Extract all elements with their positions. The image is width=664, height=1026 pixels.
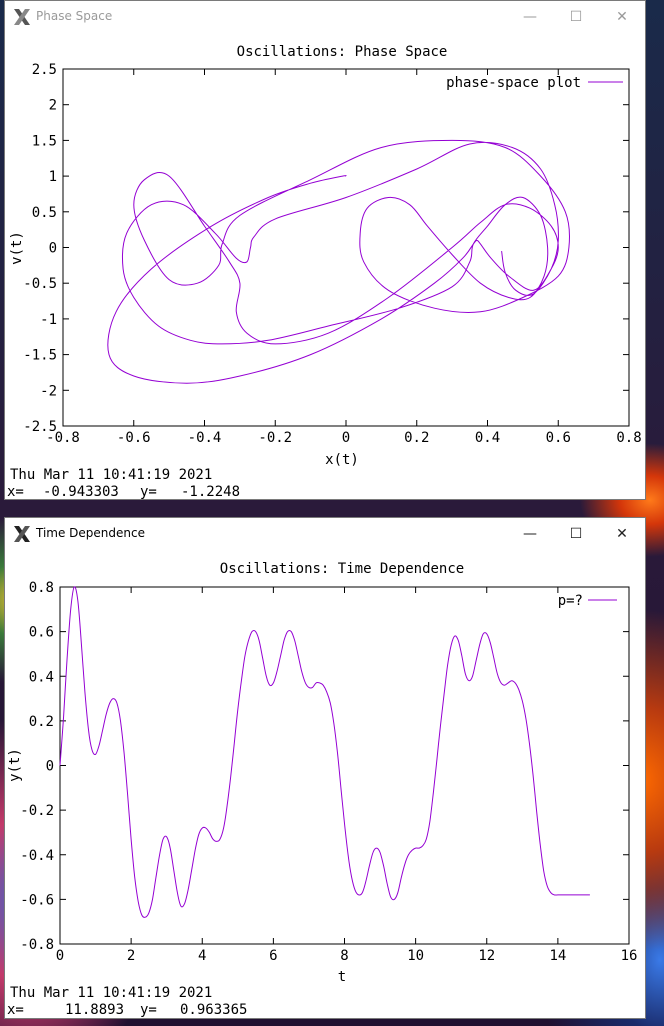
phase-space-plot[interactable]: Oscillations: Phase Space -0.8 -0.6 -0.4 -0… [5, 32, 645, 499]
y-tick-label: 2.5 [32, 62, 57, 78]
timestamp: Thu Mar 11 10:41:19 2021 [10, 985, 212, 1001]
x-tick-label: -0.8 [46, 430, 80, 446]
y-axis-label: y(t) [7, 748, 23, 782]
chart-title: Oscillations: Phase Space [237, 44, 448, 60]
x11-app-icon [14, 526, 30, 542]
x-tick-labels: 0 2 4 6 8 10 12 14 16 [56, 948, 638, 964]
x-tick-label: 12 [478, 948, 495, 964]
y-tick-label: 0 [46, 759, 54, 775]
y-tick-label: 0.8 [29, 580, 54, 596]
y-tick-label: 0 [49, 241, 57, 257]
x-tick-label: 0.4 [475, 430, 500, 446]
title-bar[interactable]: Time Dependence — ☐ ✕ [5, 518, 645, 549]
cursor-y-value: 0.963365 [180, 1002, 247, 1018]
x-tick-label: 2 [127, 948, 135, 964]
y-tick-label: 0.2 [29, 714, 54, 730]
y-tick-label: -0.5 [23, 276, 57, 292]
x-tick-label: -0.4 [188, 430, 222, 446]
x-tick-label: 0 [56, 948, 64, 964]
cursor-x-label: x= [7, 484, 24, 499]
y-tick-label: -2.5 [23, 419, 57, 435]
x-tick-label: 0.8 [616, 430, 641, 446]
cursor-y-label: y= [140, 484, 157, 499]
y-tick-labels: 2.5 2 1.5 1 0.5 0 -0.5 -1 -1.5 -2 -2.5 [23, 62, 57, 435]
y-tick-label: -1 [40, 312, 57, 328]
minimize-button[interactable]: — [523, 8, 537, 25]
y-axis-label: v(t) [9, 231, 25, 265]
x-axis-label: x(t) [325, 452, 359, 468]
y-tick-label: -0.4 [20, 848, 54, 864]
x-tick-label: -0.2 [258, 430, 292, 446]
cursor-y-label: y= [140, 1002, 157, 1018]
close-button[interactable]: ✕ [616, 8, 628, 25]
x-tick-labels: -0.8 -0.6 -0.4 -0.2 0 0.2 0.4 0.6 0.8 [46, 430, 642, 446]
chart-title: Oscillations: Time Dependence [220, 561, 464, 577]
axis-ticks [62, 68, 630, 427]
y-tick-label: 0.5 [32, 205, 57, 221]
phase-space-window[interactable]: Phase Space — ☐ ✕ Oscillations: Phase Sp… [4, 0, 646, 500]
close-button[interactable]: ✕ [616, 525, 628, 542]
x-tick-label: 8 [340, 948, 348, 964]
x11-app-icon [14, 9, 30, 25]
x-tick-label: 4 [198, 948, 206, 964]
x-tick-label: 0.2 [404, 430, 429, 446]
axis-ticks [59, 586, 630, 945]
window-title: Phase Space [36, 9, 113, 23]
y-tick-label: 2 [49, 98, 57, 114]
y-tick-label: -0.6 [20, 892, 54, 908]
cursor-x-label: x= [7, 1002, 24, 1018]
cursor-y-value: -1.2248 [181, 484, 240, 499]
time-dependence-plot[interactable]: Oscillations: Time Dependence 0 2 4 6 8 10 12 1… [5, 549, 645, 1018]
x-tick-label: 0.6 [546, 430, 571, 446]
plot-frame [59, 586, 630, 945]
x-tick-label: -0.6 [117, 430, 151, 446]
cursor-x-value: -0.943303 [43, 484, 119, 499]
cursor-x-value: 11.8893 [65, 1002, 124, 1018]
x-tick-label: 0 [342, 430, 350, 446]
y-tick-label: 1 [49, 169, 57, 185]
y-tick-label: -0.2 [20, 803, 54, 819]
y-tick-label: 1.5 [32, 133, 57, 149]
title-bar[interactable]: Phase Space — ☐ ✕ [5, 1, 645, 32]
y-tick-label: -1.5 [23, 348, 57, 364]
series-line-phase-space [107, 139, 570, 384]
timestamp: Thu Mar 11 10:41:19 2021 [10, 467, 212, 483]
y-tick-labels: 0.8 0.6 0.4 0.2 0 -0.2 -0.4 -0.6 -0.8 [20, 580, 54, 953]
time-dependence-window[interactable]: Time Dependence — ☐ ✕ Oscillations: Time… [4, 517, 646, 1019]
x-tick-label: 10 [407, 948, 424, 964]
maximize-button[interactable]: ☐ [569, 525, 583, 542]
minimize-button[interactable]: — [523, 525, 537, 542]
legend-label: phase-space plot [446, 75, 581, 91]
x-tick-label: 6 [269, 948, 277, 964]
y-tick-label: 0.6 [29, 625, 54, 641]
y-tick-label: 0.4 [29, 669, 54, 685]
y-tick-label: -2 [40, 383, 57, 399]
window-title: Time Dependence [36, 526, 145, 540]
x-tick-label: 14 [549, 948, 566, 964]
x-tick-label: 16 [621, 948, 638, 964]
series-line-time-dependence [59, 586, 590, 918]
maximize-button[interactable]: ☐ [569, 8, 583, 25]
x-axis-label: t [338, 969, 346, 985]
y-tick-label: -0.8 [20, 937, 54, 953]
legend-label: p=? [558, 593, 583, 609]
